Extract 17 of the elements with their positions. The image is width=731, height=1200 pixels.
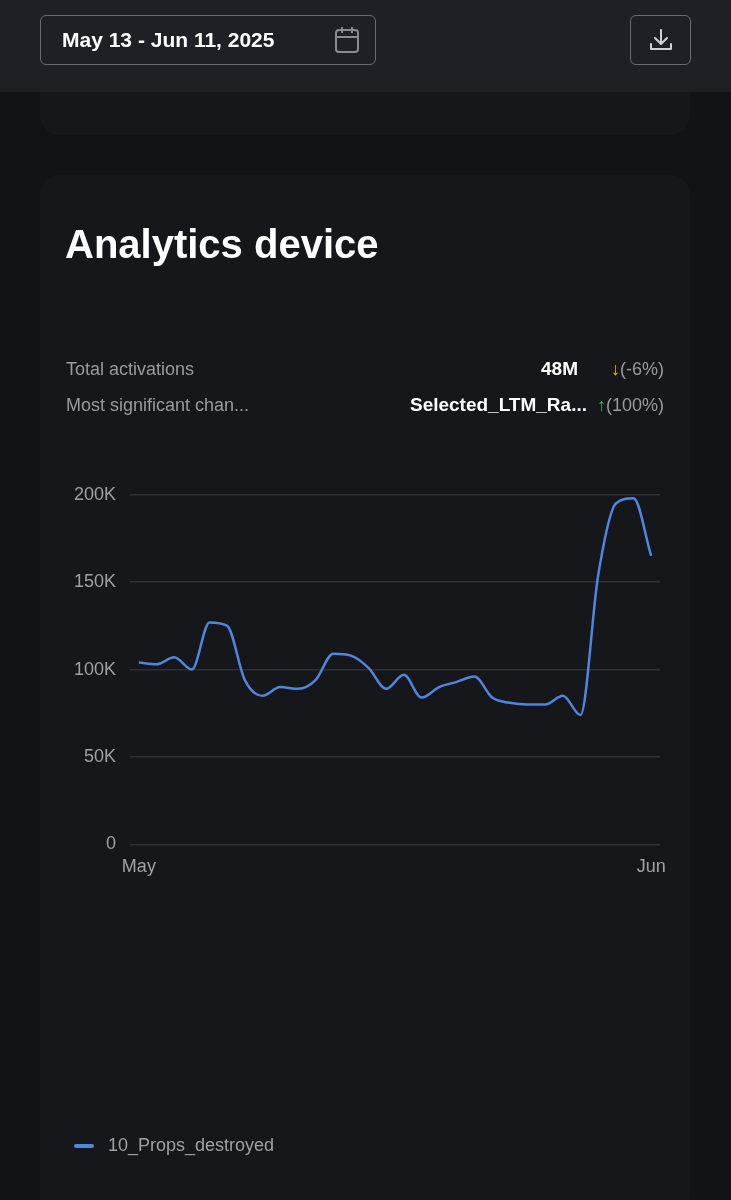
text: May 13 - Jun 11, 2025 bbox=[40, 15, 376, 65]
legend-label: 10_Props_destroyed bbox=[108, 1135, 275, 1156]
y-tick-label: 200K bbox=[73, 483, 117, 504]
y-tick-label: 50K bbox=[84, 745, 117, 766]
text: Total activations bbox=[66, 359, 195, 380]
y-tick-label: 150K bbox=[73, 571, 117, 592]
text: ↑(100%) bbox=[596, 395, 664, 416]
text: Most significant chan... bbox=[66, 395, 250, 416]
x-tick-label: May bbox=[121, 856, 156, 877]
text: 48M bbox=[541, 358, 578, 380]
text: Selected_LTM_Ra... bbox=[409, 394, 587, 416]
y-tick-label: 100K bbox=[73, 658, 117, 679]
y-tick-label: 0 bbox=[106, 833, 117, 854]
text: ↓(-6%) bbox=[611, 359, 664, 380]
x-tick-label: Jun bbox=[636, 856, 666, 877]
chart-title: Analytics device bbox=[65, 222, 379, 267]
line-series bbox=[137, 497, 653, 717]
